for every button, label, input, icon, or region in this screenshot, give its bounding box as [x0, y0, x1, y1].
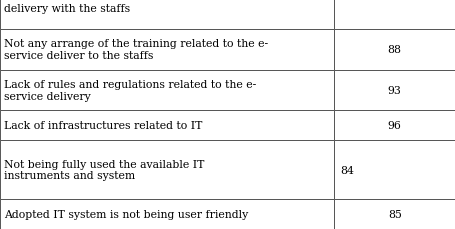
Text: 88: 88 — [388, 45, 402, 55]
Bar — [0, 141, 334, 199]
Text: 85: 85 — [388, 209, 402, 219]
Bar — [334, 30, 455, 70]
Bar — [334, 199, 455, 229]
Text: Lack of infrastructures related to IT: Lack of infrastructures related to IT — [4, 121, 202, 131]
Text: Adopted IT system is not being user friendly: Adopted IT system is not being user frie… — [4, 209, 248, 219]
Bar — [334, 141, 455, 199]
Text: Not any arrange of the training related to the e-
service deliver to the staffs: Not any arrange of the training related … — [4, 39, 268, 61]
Text: 84: 84 — [340, 165, 354, 175]
Text: delivery with the staffs: delivery with the staffs — [4, 4, 130, 14]
Bar — [0, 70, 334, 111]
Text: 93: 93 — [388, 86, 402, 95]
Bar — [334, 0, 455, 30]
Bar — [0, 199, 334, 229]
Text: Lack of rules and regulations related to the e-
service delivery: Lack of rules and regulations related to… — [4, 80, 256, 101]
Text: 96: 96 — [388, 121, 402, 131]
Bar — [334, 111, 455, 141]
Bar — [0, 111, 334, 141]
Bar — [0, 30, 334, 70]
Text: Not being fully used the available IT
instruments and system: Not being fully used the available IT in… — [4, 159, 204, 181]
Bar — [0, 0, 334, 30]
Bar — [334, 70, 455, 111]
